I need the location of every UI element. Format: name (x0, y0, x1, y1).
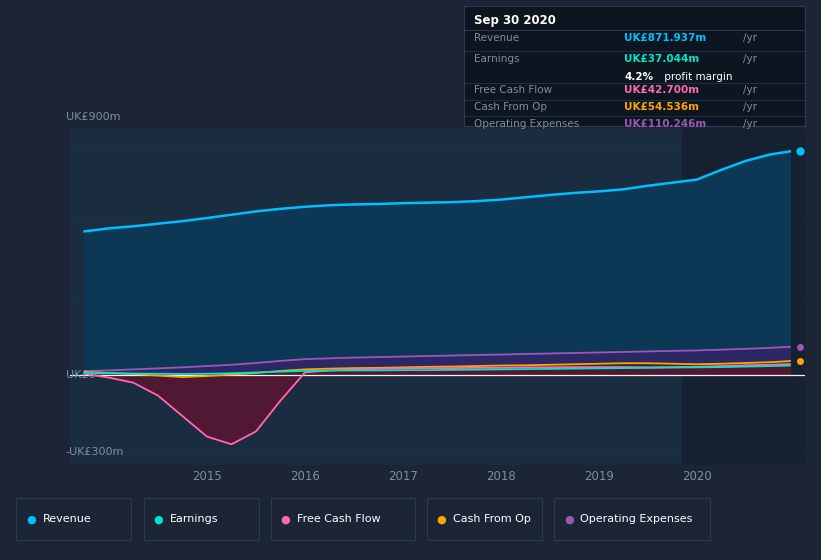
Text: UK£0: UK£0 (66, 370, 95, 380)
Bar (682, 129, 805, 465)
Text: /yr: /yr (743, 33, 757, 43)
Text: Cash From Op: Cash From Op (474, 102, 547, 112)
Text: /yr: /yr (743, 102, 757, 112)
Text: UK£54.536m: UK£54.536m (624, 102, 699, 112)
Text: Operating Expenses: Operating Expenses (580, 515, 693, 524)
Text: Earnings: Earnings (474, 54, 520, 64)
Text: UK£871.937m: UK£871.937m (624, 33, 706, 43)
Text: Sep 30 2020: Sep 30 2020 (474, 14, 556, 27)
Text: Operating Expenses: Operating Expenses (474, 119, 580, 129)
Text: ●: ● (26, 515, 36, 524)
Text: Revenue: Revenue (43, 515, 91, 524)
Text: /yr: /yr (743, 85, 757, 95)
Text: UK£37.044m: UK£37.044m (624, 54, 699, 64)
Text: -UK£300m: -UK£300m (66, 447, 124, 457)
Text: ●: ● (437, 515, 447, 524)
Text: Cash From Op: Cash From Op (453, 515, 531, 524)
Text: Free Cash Flow: Free Cash Flow (474, 85, 553, 95)
Text: UK£110.246m: UK£110.246m (624, 119, 706, 129)
Text: /yr: /yr (743, 54, 757, 64)
Text: UK£42.700m: UK£42.700m (624, 85, 699, 95)
Text: Revenue: Revenue (474, 33, 519, 43)
Text: UK£900m: UK£900m (66, 112, 120, 122)
Text: profit margin: profit margin (662, 72, 733, 82)
Text: 4.2%: 4.2% (624, 72, 654, 82)
Text: Earnings: Earnings (170, 515, 218, 524)
Text: ●: ● (281, 515, 291, 524)
Text: /yr: /yr (743, 119, 757, 129)
Text: ●: ● (154, 515, 163, 524)
Text: Free Cash Flow: Free Cash Flow (297, 515, 381, 524)
Text: ●: ● (564, 515, 574, 524)
